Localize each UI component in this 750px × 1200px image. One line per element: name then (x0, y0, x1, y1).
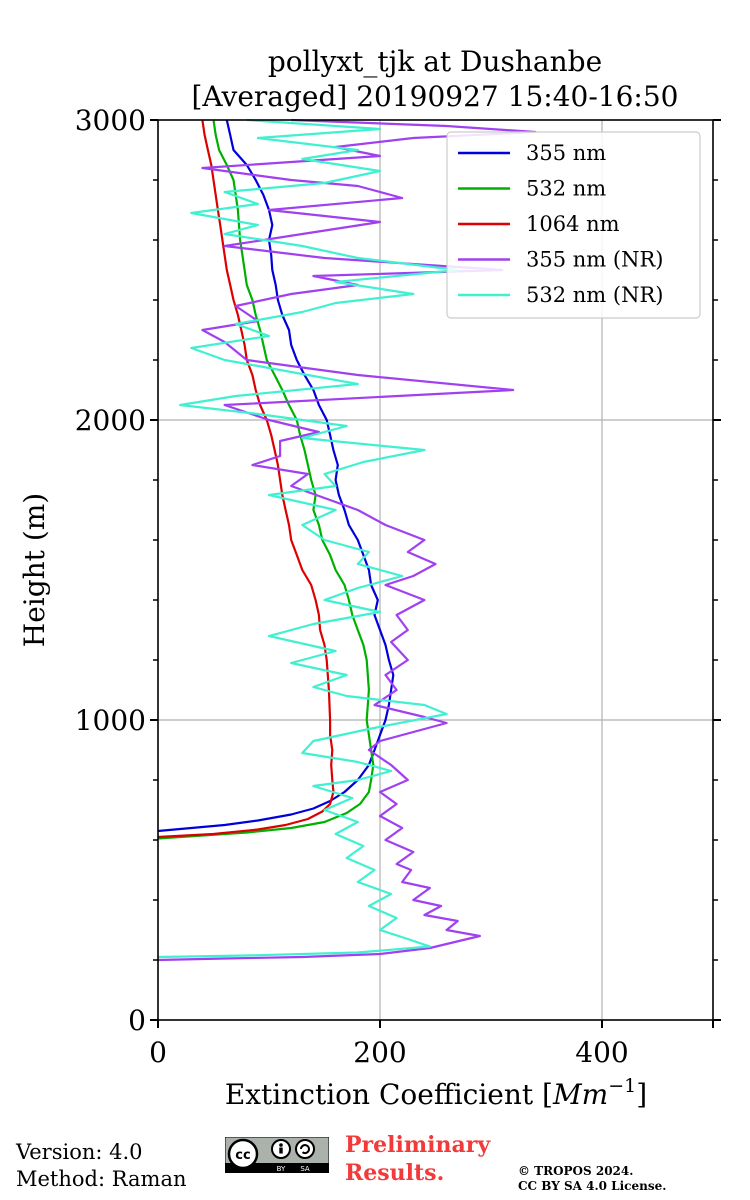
copyright-line1: © TROPOS 2024. (518, 1164, 634, 1178)
y-tick-label: 2000 (75, 404, 146, 437)
legend-label-1: 532 nm (526, 177, 606, 201)
legend-box (446, 131, 701, 319)
preliminary-line2: Results. (345, 1160, 445, 1186)
sa-icon (295, 1139, 315, 1159)
series-lines (157, 118, 537, 962)
copyright-notice: © TROPOS 2024. CC BY SA 4.0 License. (518, 1164, 666, 1194)
series-line-2 (157, 119, 335, 839)
cc-by-sa-badge: cc BY SA (225, 1137, 329, 1173)
legend-label-0: 355 nm (526, 141, 606, 165)
series-line-4 (157, 118, 459, 959)
y-axis-label: Height (m) (18, 493, 51, 647)
version-text: Version: 4.0 (16, 1140, 143, 1164)
x-tick-label: 400 (575, 1036, 628, 1069)
x-axis-label-close: ] (636, 1078, 647, 1111)
legend: 355 nm 532 nm 1064 nm 355 nm (NR) 532 nm (NR… (446, 131, 701, 319)
cc-icon: cc (235, 1148, 250, 1163)
plot-frame (157, 119, 714, 1021)
sa-label: SA (300, 1165, 310, 1173)
chart-title-line1: pollyxt_tjk at Dushanbe (268, 45, 602, 78)
legend-entries: 355 nm 532 nm 1064 nm 355 nm (NR) 532 nm (NR… (458, 141, 663, 307)
preliminary-results-note: Preliminary Results. (345, 1131, 490, 1187)
legend-label-2: 1064 nm (526, 212, 620, 236)
y-tick-label: 3000 (75, 104, 146, 137)
method-text: Method: Raman (16, 1167, 187, 1191)
axis-ticks: 0 1000 2000 3000 0 200 400 (75, 104, 721, 1069)
legend-label-4: 532 nm (NR) (526, 283, 663, 307)
x-axis-label-exponent: −1 (608, 1075, 636, 1097)
y-tick-label: 0 (128, 1004, 146, 1037)
y-tick-label: 1000 (75, 704, 146, 737)
x-axis-label-text: Extinction Coefficient [ (225, 1078, 553, 1111)
x-axis-label-unit: Mm (552, 1078, 608, 1111)
x-axis-label: Extinction Coefficient [Mm−1] (225, 1075, 647, 1111)
preliminary-line1: Preliminary (345, 1132, 491, 1158)
legend-label-3: 355 nm (NR) (526, 248, 663, 272)
x-tick-label: 0 (149, 1036, 167, 1069)
chart-title-line2: [Averaged] 20190927 15:40-16:50 (192, 80, 679, 113)
series-line-3 (157, 118, 537, 962)
copyright-line2: CC BY SA 4.0 License. (518, 1179, 667, 1193)
x-tick-label: 200 (353, 1036, 406, 1069)
series-line-0 (157, 119, 395, 833)
by-label: BY (277, 1165, 286, 1173)
